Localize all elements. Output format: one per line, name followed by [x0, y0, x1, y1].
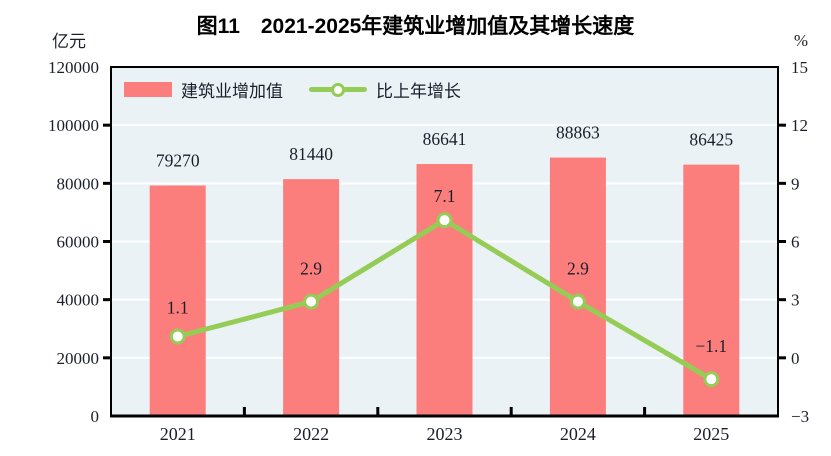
left-axis-tick-label: 0 — [91, 407, 100, 426]
chart-title: 图11 2021-2025年建筑业增加值及其增长速度 — [196, 15, 635, 38]
growth-point-2022 — [303, 293, 320, 310]
left-axis-tick-label: 80000 — [57, 174, 100, 193]
x-axis-label: 2023 — [427, 424, 463, 444]
growth-point-2023 — [436, 212, 453, 229]
line-legend-swatch — [309, 82, 367, 97]
bar-value-label: 86425 — [689, 130, 733, 150]
left-axis-tick-label: 60000 — [57, 233, 100, 252]
left-axis-tick-label: 100000 — [48, 116, 99, 135]
left-axis-tick-label: 40000 — [57, 291, 100, 310]
growth-point-2021 — [169, 328, 186, 345]
bar-value-label: 88863 — [556, 123, 600, 143]
growth-value-label: 7.1 — [434, 186, 456, 206]
line-legend-label: 比上年增长 — [376, 82, 461, 101]
chart-legend: 建筑业增加值 比上年增长 — [124, 77, 461, 102]
right-axis-tick-label: 3 — [791, 291, 800, 310]
bar-2024 — [549, 157, 606, 417]
right-axis-tick-label: 12 — [791, 116, 808, 135]
left-axis-tick-label: 20000 — [57, 349, 100, 368]
x-axis-label: 2022 — [293, 424, 329, 444]
right-axis-unit: % — [793, 31, 808, 50]
bar-legend-swatch — [124, 82, 172, 97]
left-axis-tick-label: 120000 — [48, 58, 99, 77]
left-axis-unit: 亿元 — [52, 32, 86, 51]
right-axis-tick-label: −3 — [791, 407, 809, 426]
right-axis-tick-label: 9 — [791, 174, 800, 193]
right-axis-tick-label: 15 — [791, 58, 808, 77]
growth-value-label: 2.9 — [567, 259, 589, 279]
growth-value-label: 2.9 — [300, 259, 322, 279]
bar-2023 — [416, 164, 473, 416]
x-axis-label: 2021 — [160, 424, 196, 444]
growth-point-2025 — [703, 371, 720, 388]
bar-value-label: 86641 — [423, 129, 467, 149]
bar-value-label: 79270 — [156, 150, 200, 170]
x-axis-label: 2024 — [560, 424, 596, 444]
right-axis-tick-label: 6 — [791, 233, 800, 252]
x-axis-label: 2025 — [693, 424, 729, 444]
right-axis-tick-label: 0 — [791, 349, 800, 368]
growth-point-2024 — [569, 293, 586, 310]
growth-value-label: 1.1 — [167, 298, 189, 318]
line-legend-marker-icon — [331, 82, 345, 97]
bar-2021 — [149, 185, 206, 416]
growth-value-label: −1.1 — [695, 336, 727, 356]
bar-value-label: 81440 — [289, 144, 333, 164]
bar-legend-label: 建筑业增加值 — [181, 82, 283, 101]
